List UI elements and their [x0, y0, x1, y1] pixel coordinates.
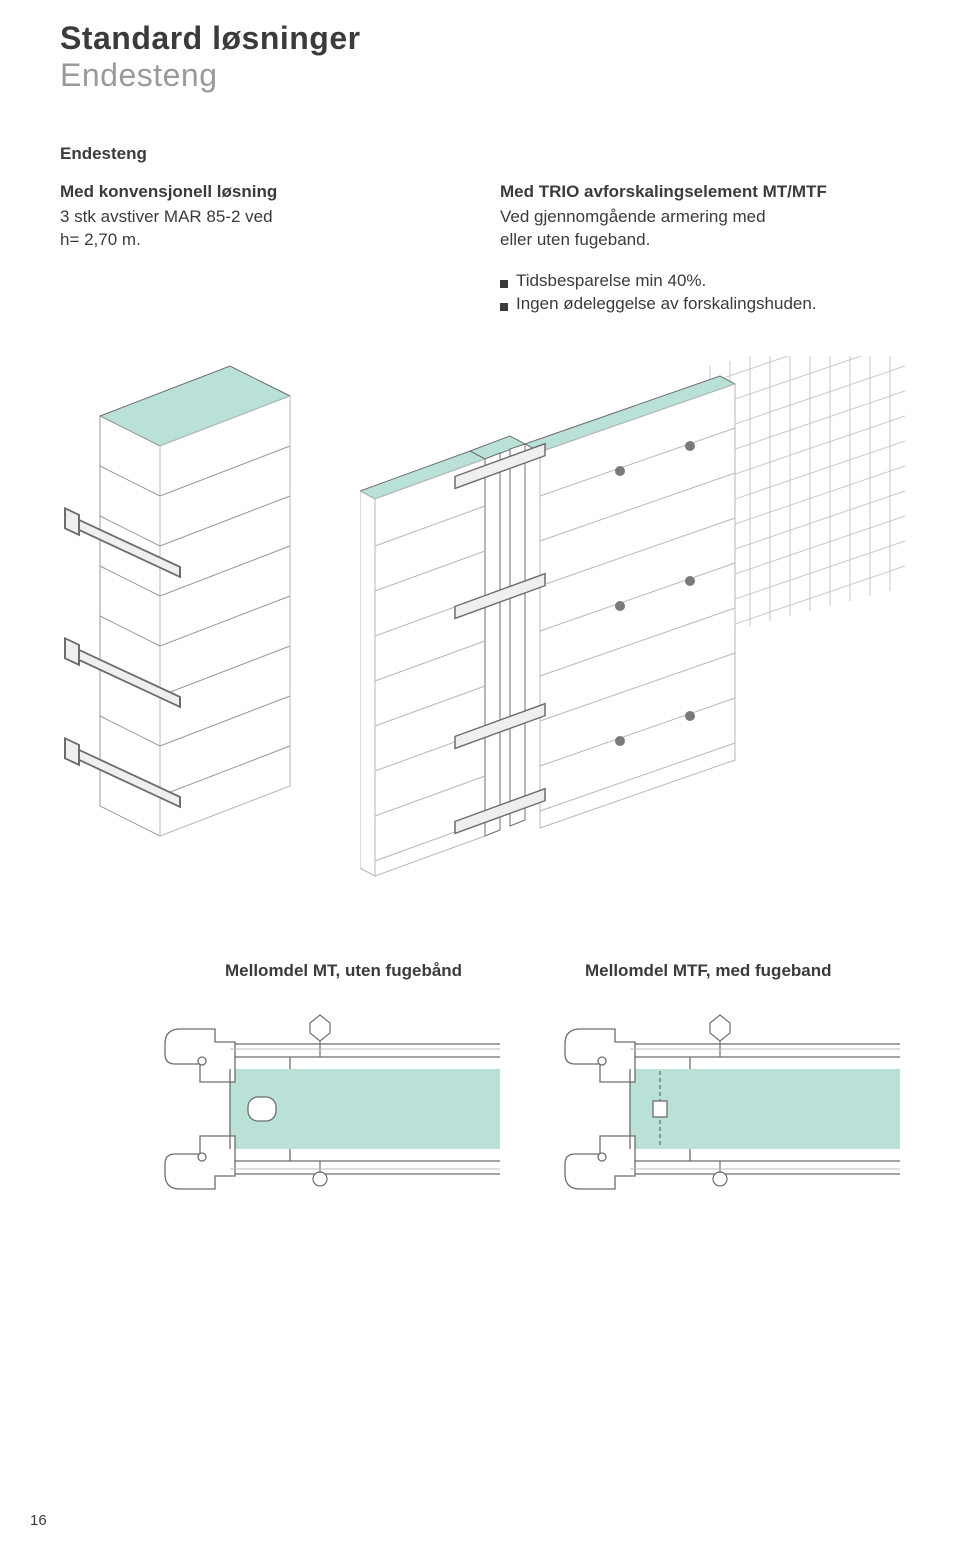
- col-right-heading: Med TRIO avforskalingselement MT/MTF: [500, 182, 900, 202]
- cross-section-labels: Mellomdel MT, uten fugebånd Mellomdel MT…: [60, 961, 900, 981]
- bullet-1: Ingen ødeleggelse av forskalingshuden.: [500, 293, 900, 316]
- column-right: Med TRIO avforskalingselement MT/MTF Ved…: [500, 182, 900, 316]
- cross-section-mtf: [560, 1009, 900, 1214]
- page-title-block: Standard løsninger Endesteng: [60, 20, 900, 94]
- iso-left-svg: [60, 356, 320, 876]
- bullet-marker-icon: [500, 280, 508, 288]
- bullet-0: Tidsbesparelse min 40%.: [500, 270, 900, 293]
- label-mt: Mellomdel MT, uten fugebånd: [225, 961, 525, 981]
- column-left: Med konvensjonell løsning 3 stk avstiver…: [60, 182, 460, 316]
- cross-section-mt: [160, 1009, 500, 1214]
- section-heading: Endesteng: [60, 144, 900, 164]
- col-right-line-0: Ved gjennomgående armering med: [500, 206, 900, 229]
- isometric-diagrams-row: [60, 356, 900, 921]
- bullet-marker-icon: [500, 303, 508, 311]
- iso-right-svg: [360, 356, 920, 916]
- bullet-list: Tidsbesparelse min 40%. Ingen ødeleggels…: [500, 270, 900, 316]
- label-mtf: Mellomdel MTF, med fugeband: [585, 961, 900, 981]
- col-left-heading: Med konvensjonell løsning: [60, 182, 460, 202]
- iso-diagram-right: [360, 356, 920, 921]
- col-left-line-0: 3 stk avstiver MAR 85-2 ved: [60, 206, 460, 229]
- bullet-0-text: Tidsbesparelse min 40%.: [516, 270, 706, 293]
- text-columns: Med konvensjonell løsning 3 stk avstiver…: [60, 182, 900, 316]
- col-right-line-1: eller uten fugeband.: [500, 229, 900, 252]
- col-left-line-1: h= 2,70 m.: [60, 229, 460, 252]
- title-main: Standard løsninger: [60, 20, 900, 57]
- page-number: 16: [30, 1512, 47, 1529]
- cross-mtf-svg: [560, 1009, 900, 1209]
- cross-mt-svg: [160, 1009, 500, 1209]
- title-sub: Endesteng: [60, 57, 900, 94]
- iso-diagram-left: [60, 356, 320, 881]
- bullet-1-text: Ingen ødeleggelse av forskalingshuden.: [516, 293, 817, 316]
- cross-section-row: [60, 1009, 900, 1214]
